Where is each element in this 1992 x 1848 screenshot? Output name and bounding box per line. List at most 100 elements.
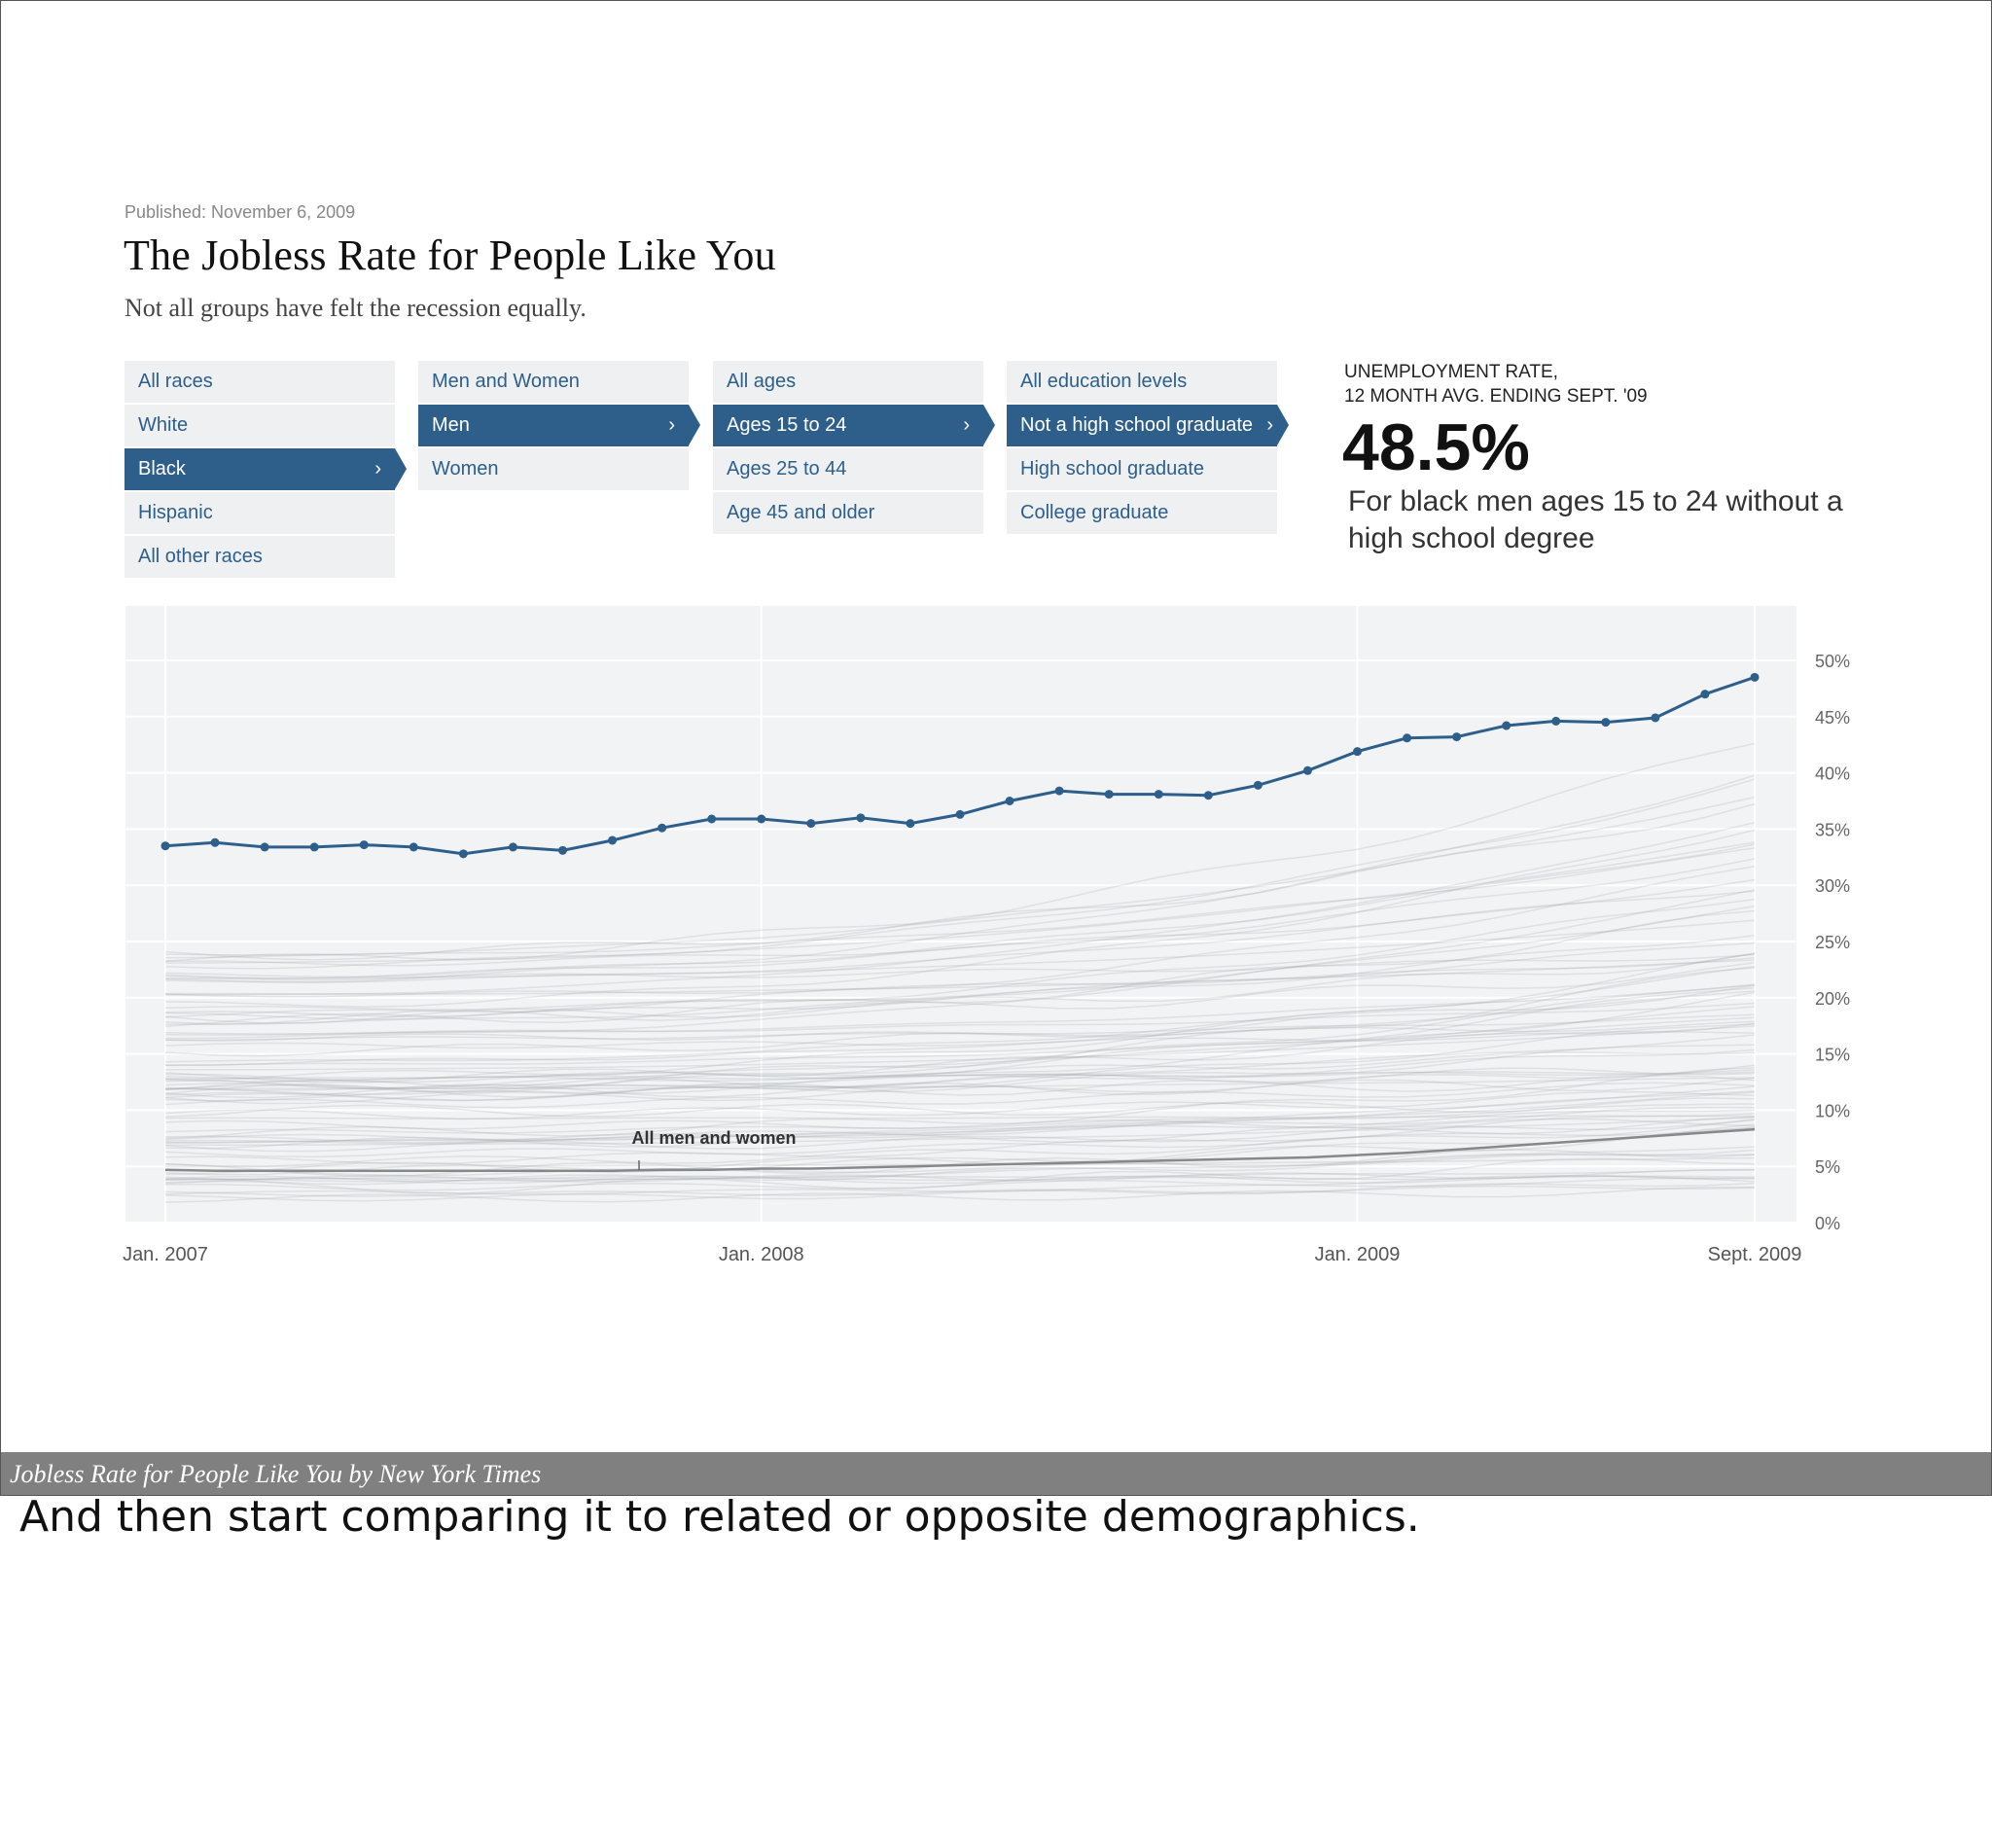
background-group-line [164, 1002, 1756, 1035]
filter-age-25-44[interactable]: Ages 25 to 44› [713, 448, 983, 490]
background-group-line [164, 1044, 1756, 1102]
background-group-line [164, 1109, 1756, 1144]
x-tick-label: Jan. 2009 [1315, 1244, 1401, 1265]
slide-note: And then start comparing it to related o… [19, 1492, 1420, 1542]
filter-edu-not-hs-grad[interactable]: Not a high school graduate › [1007, 405, 1289, 446]
filter-age-15-24[interactable]: Ages 15 to 24 › [713, 405, 995, 446]
filter-edu-hs-grad[interactable]: High school graduate› [1007, 448, 1277, 490]
y-tick-label: 45% [1815, 708, 1850, 728]
data-point [260, 842, 269, 852]
background-group-line [164, 1182, 1756, 1202]
chevron-right-icon: › [963, 414, 970, 436]
filter-label: Not a high school graduate [1020, 414, 1254, 436]
filter-race-white[interactable]: White› [124, 405, 395, 446]
caption-text: Jobless Rate for People Like You by New … [10, 1460, 542, 1488]
filter-label: Ages 15 to 24 [727, 414, 847, 436]
background-group-line [164, 1115, 1755, 1119]
filter-sex-men[interactable]: Men › [418, 405, 700, 446]
filter-label: White [138, 414, 189, 436]
x-tick-label: Jan. 2008 [719, 1244, 804, 1265]
background-group-line [164, 935, 1756, 1020]
rate-label: UNEMPLOYMENT RATE, 12 MONTH AVG. ENDING … [1344, 360, 1648, 409]
filter-label: Hispanic [138, 502, 213, 523]
data-point [1700, 690, 1710, 699]
data-point [1054, 786, 1064, 796]
page-title: The Jobless Rate for People Like You [124, 231, 776, 279]
x-tick-label: Sept. 2009 [1708, 1244, 1802, 1265]
background-group-line [164, 1082, 1756, 1109]
all-men-and-women-line [164, 1127, 1756, 1173]
background-group-line [165, 1013, 1756, 1042]
data-point [955, 809, 965, 819]
data-point [608, 835, 618, 845]
filter-sex-women[interactable]: Women› [418, 448, 689, 490]
background-group-line [164, 778, 1756, 970]
background-group-line [164, 1091, 1756, 1144]
education-filter-list: All education levels› Not a high school … [1007, 361, 1289, 536]
background-group-line [164, 986, 1756, 1093]
filter-label: All ages [727, 371, 797, 392]
sex-filter-list: Men and Women› Men › Women› [418, 361, 700, 492]
background-group-line [164, 843, 1756, 978]
y-tick-label: 25% [1815, 933, 1850, 952]
y-tick-label: 50% [1815, 652, 1850, 671]
background-group-line [164, 952, 1756, 1024]
background-group-line [164, 1067, 1756, 1140]
background-group-line [164, 847, 1756, 959]
rate-value: 48.5% [1342, 410, 1530, 484]
plot-area [125, 606, 1796, 1223]
filter-edu-all[interactable]: All education levels› [1007, 361, 1277, 403]
background-group-line [164, 957, 1756, 998]
filter-age-all[interactable]: All ages› [713, 361, 983, 403]
background-group-line [164, 984, 1756, 1057]
rate-description: For black men ages 15 to 24 without a hi… [1348, 485, 1843, 554]
background-group-line [164, 742, 1756, 963]
background-group-line [164, 983, 1756, 1090]
background-group-line [164, 1077, 1756, 1099]
data-point [806, 819, 816, 829]
data-point [1551, 716, 1561, 726]
background-group-line [164, 967, 1756, 1091]
background-group-line [164, 909, 1756, 1028]
y-tick-label: 5% [1815, 1157, 1840, 1177]
data-point [1005, 797, 1014, 805]
background-group-line [164, 953, 1756, 981]
background-group-line [164, 1067, 1756, 1090]
background-group-line [164, 878, 1756, 983]
filter-edu-college-grad[interactable]: College graduate› [1007, 492, 1277, 534]
filter-race-other[interactable]: All other races› [124, 536, 395, 578]
filter-label: Men [432, 414, 470, 436]
background-group-line [164, 1016, 1756, 1067]
filter-sex-men-and-women[interactable]: Men and Women› [418, 361, 689, 403]
filter-race-hispanic[interactable]: Hispanic› [124, 492, 395, 534]
y-tick-label: 30% [1815, 876, 1850, 896]
background-group-line [164, 1113, 1756, 1165]
data-point [1353, 747, 1362, 757]
background-group-line [164, 1106, 1756, 1142]
background-group-line [164, 1048, 1756, 1096]
background-group-line [164, 959, 1756, 996]
background-group-line [164, 1174, 1756, 1185]
data-point [707, 814, 717, 824]
data-point [309, 842, 319, 852]
filter-race-black[interactable]: Black › [124, 448, 407, 490]
rate-label-line1: UNEMPLOYMENT RATE, [1344, 362, 1558, 382]
background-group-line [164, 1034, 1756, 1091]
rate-label-line2: 12 MONTH AVG. ENDING SEPT. '09 [1344, 386, 1648, 407]
filter-label: Men and Women [432, 371, 580, 392]
data-point [160, 841, 170, 851]
filter-age-45-plus[interactable]: Age 45 and older› [713, 492, 983, 534]
background-group-line [164, 1174, 1756, 1191]
filter-race-all-races[interactable]: All races› [124, 361, 395, 403]
data-point [856, 813, 866, 823]
background-group-line [164, 1117, 1756, 1147]
background-group-line [164, 1169, 1756, 1184]
filter-label: All education levels [1020, 371, 1188, 392]
background-group-line [164, 1168, 1756, 1181]
background-group-line [164, 1097, 1756, 1119]
data-point [458, 849, 468, 859]
background-group-line [164, 898, 1756, 1018]
background-group-line [164, 1119, 1756, 1153]
y-tick-label: 20% [1815, 989, 1850, 1009]
background-group-line [164, 1006, 1756, 1080]
